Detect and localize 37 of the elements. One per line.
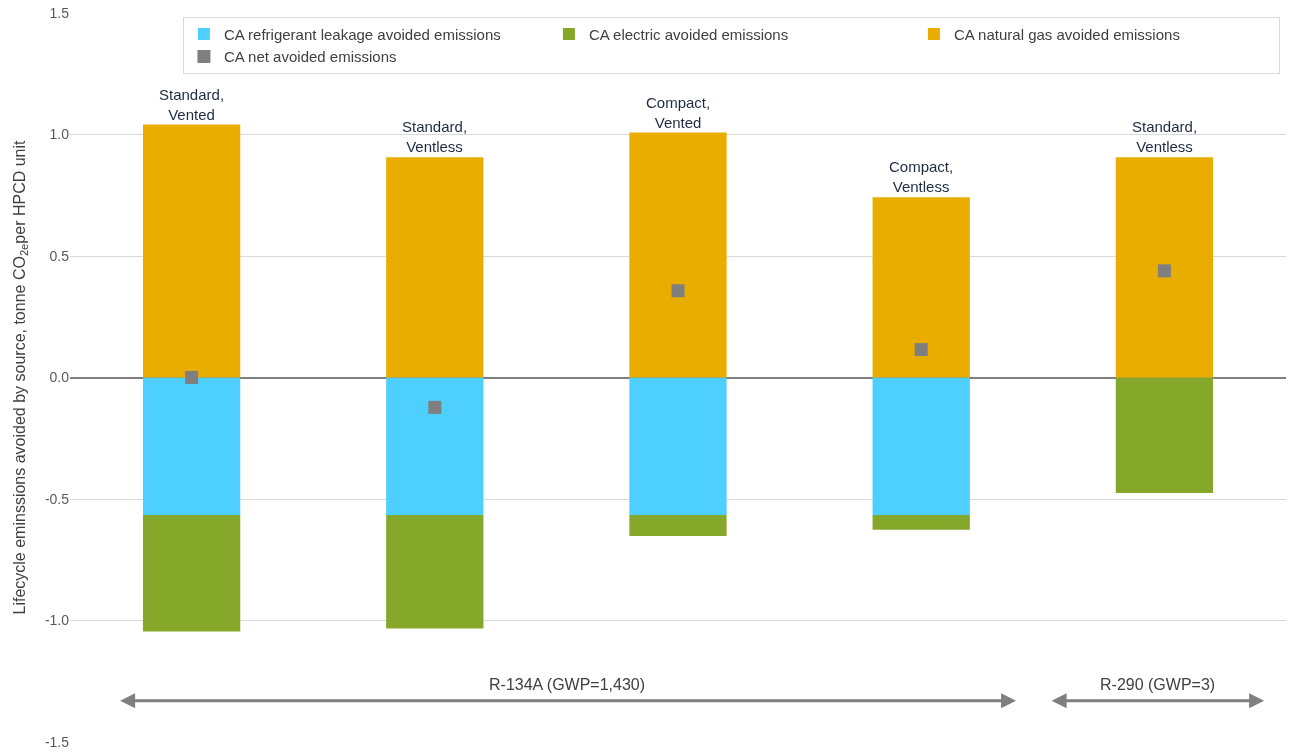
x-tick-label: Standard, Ventless [1132,118,1198,155]
bar [142,515,241,632]
bar [386,515,484,629]
point [671,284,685,298]
y-tick-label: 1.0 [49,126,70,143]
x-tick-label: Standard, Ventless [402,118,468,155]
point [1157,264,1171,278]
x-tick-label: Compact, Ventless [889,158,954,195]
bar [872,515,970,530]
y-tick-label: 1.5 [49,4,70,21]
y-tick-label: -1.5 [44,733,70,750]
y-tick-label: -0.5 [44,490,70,507]
y-tick-label: 0.5 [49,247,70,264]
bar [386,157,484,378]
legend-label: CA natural gas avoided emissions [953,25,1180,43]
y-tick-label: 0.0 [49,369,70,386]
bar [872,377,970,516]
bar [629,515,727,536]
bar [1115,157,1214,378]
x-tick-label: Standard, Vented [159,86,225,123]
bar [142,124,241,378]
point [428,400,442,414]
legend-label: CA refrigerant leakage avoided emissions [223,25,501,43]
point [914,343,928,357]
y-tick-label: -1.0 [44,612,70,629]
legend-label: CA electric avoided emissions [588,25,789,43]
bar [142,377,241,516]
bar [386,377,484,516]
annotation: R-134A (GWP=1,430) [489,676,646,693]
bar [629,132,727,378]
point [185,371,199,384]
annotation: R-290 (GWP=3) [1100,676,1216,693]
bar [872,197,970,378]
bar [1115,377,1214,493]
legend-label: CA net avoided emissions [223,48,397,66]
bar [629,377,727,516]
x-tick-label: Compact, Vented [646,94,711,131]
